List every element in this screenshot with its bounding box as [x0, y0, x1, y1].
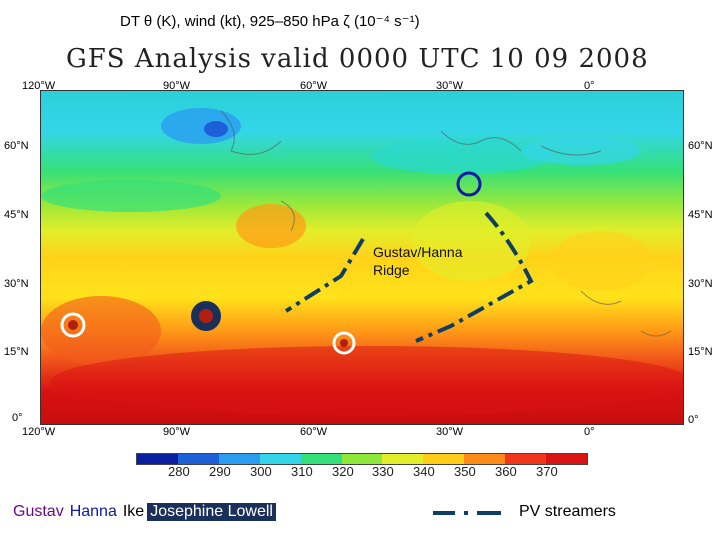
- colorbar-swatch: [137, 454, 178, 464]
- theta-colorbar: [136, 453, 588, 465]
- left-lat-tick: 0°: [12, 412, 23, 424]
- legend-josephine: Josephine: [150, 503, 224, 520]
- colorbar-label: 370: [536, 464, 558, 479]
- pv-legend: PV streamers: [433, 503, 616, 521]
- bottom-lon-tick: 90°W: [163, 426, 191, 438]
- right-lat-tick: 30°N: [688, 278, 713, 290]
- top-lon-tick: 0°: [584, 80, 595, 92]
- figure-caption: DT θ (K), wind (kt), 925–850 hPa ζ (10⁻⁴…: [120, 13, 420, 30]
- colorbar-label: 320: [332, 464, 354, 479]
- right-lat-tick: 0°: [688, 414, 699, 426]
- colorbar-label: 350: [454, 464, 476, 479]
- colorbar-swatch: [177, 454, 219, 464]
- legend-hanna: Hanna: [69, 503, 117, 520]
- ridge-label-line1: Gustav/Hanna: [373, 244, 463, 260]
- bottom-lon-tick: 30°W: [436, 426, 464, 438]
- left-lat-tick: 45°N: [4, 209, 29, 221]
- legend-lowell: Lowell: [227, 503, 273, 520]
- colorbar-label: 360: [495, 464, 517, 479]
- colorbar-swatch: [546, 454, 587, 464]
- colorbar-label: 280: [168, 464, 190, 479]
- colorbar-label: 300: [250, 464, 272, 479]
- top-lon-tick: 120°W: [22, 80, 56, 92]
- colorbar-swatch: [300, 454, 342, 464]
- colorbar-swatch: [259, 454, 301, 464]
- legend-gustav: Gustav: [13, 503, 64, 520]
- colorbar-swatch: [505, 454, 547, 464]
- legend-ike: Ike: [122, 503, 145, 520]
- left-lat-tick: 30°N: [4, 278, 29, 290]
- colorbar-swatch: [464, 454, 506, 464]
- bottom-lon-tick: 60°W: [300, 426, 328, 438]
- legend-josephine-lowell: Josephine Lowell: [147, 503, 276, 521]
- colorbar-swatch: [341, 454, 383, 464]
- colorbar-label: 340: [413, 464, 435, 479]
- right-lat-tick: 45°N: [688, 209, 713, 221]
- bottom-lon-tick: 120°W: [22, 426, 56, 438]
- left-lat-tick: 60°N: [4, 140, 29, 152]
- top-lon-tick: 30°W: [436, 80, 464, 92]
- pv-line-sample: [433, 511, 501, 515]
- theta-map: [40, 90, 684, 425]
- gustav-hanna-ridge-label: Gustav/Hanna Ridge: [373, 243, 463, 279]
- top-lon-tick: 90°W: [163, 80, 191, 92]
- colorbar-label: 330: [372, 464, 394, 479]
- right-lat-tick: 60°N: [688, 140, 713, 152]
- theta-field-svg: [41, 91, 683, 424]
- colorbar-label: 310: [291, 464, 313, 479]
- left-lat-tick: 15°N: [4, 346, 29, 358]
- bottom-lon-tick: 0°: [584, 426, 595, 438]
- top-lon-tick: 60°W: [300, 80, 328, 92]
- right-lat-tick: 15°N: [688, 346, 713, 358]
- colorbar-swatch: [382, 454, 424, 464]
- pv-legend-label: PV streamers: [519, 503, 616, 520]
- ridge-label-line2: Ridge: [373, 262, 410, 278]
- colorbar-swatch: [423, 454, 465, 464]
- colorbar-label: 290: [209, 464, 231, 479]
- storm-legend: Gustav Hanna Ike Josephine Lowell: [10, 503, 276, 521]
- map-title: GFS Analysis valid 0000 UTC 10 09 2008: [66, 44, 649, 74]
- colorbar-swatch: [218, 454, 260, 464]
